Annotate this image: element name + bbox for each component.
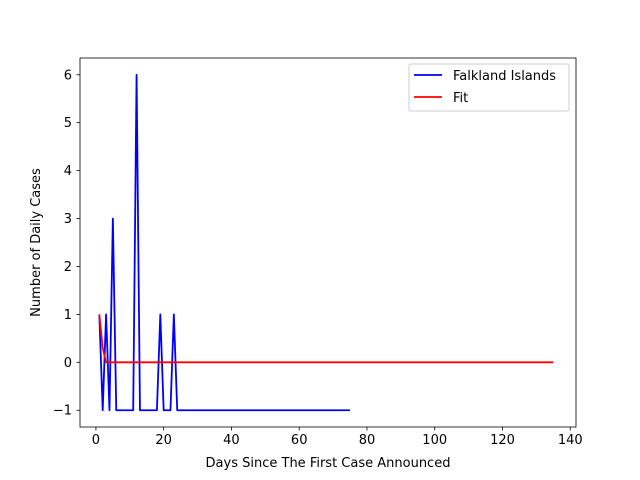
x-tick-label: 60: [291, 433, 308, 448]
plot-lines: [98, 73, 554, 412]
x-axis: 0 20 40 60 80 100 120 140: [92, 427, 583, 448]
y-tick-label: 6: [64, 68, 72, 83]
x-tick-label: 140: [558, 433, 583, 448]
x-tick-label: 20: [155, 433, 172, 448]
x-axis-title: Days Since The First Case Announced: [206, 456, 451, 471]
x-tick-label: 40: [223, 433, 240, 448]
y-tick-label: 1: [64, 308, 72, 323]
y-tick-label: 4: [64, 164, 72, 179]
y-tick-label: 0: [64, 356, 72, 371]
y-tick-label: 3: [64, 212, 72, 227]
plot-frame: [79, 57, 577, 428]
x-tick-label: 0: [92, 433, 100, 448]
series-line-falkland-islands: [98, 73, 351, 412]
legend-label-fit: Fit: [453, 91, 468, 106]
legend: Falkland Islands Fit: [408, 63, 570, 112]
x-tick-label: 120: [490, 433, 515, 448]
y-tick-label: −1: [53, 404, 72, 419]
legend-label-falkland-islands: Falkland Islands: [453, 69, 556, 84]
x-tick-label: 80: [359, 433, 376, 448]
y-axis: −1 0 1 2 3 4 5 6: [53, 68, 80, 419]
series-line-fit: [98, 314, 554, 364]
legend-box: [408, 63, 570, 112]
y-tick-label: 2: [64, 260, 72, 275]
y-tick-label: 5: [64, 116, 72, 131]
x-tick-label: 100: [422, 433, 447, 448]
y-axis-title: Number of Daily Cases: [29, 168, 44, 317]
